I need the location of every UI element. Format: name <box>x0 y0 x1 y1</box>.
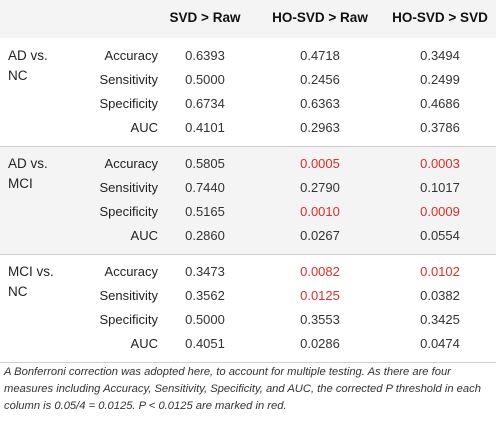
measure-label: AUC <box>130 228 158 243</box>
measure-label: Sensitivity <box>99 72 158 87</box>
p-value: 0.0382 <box>420 288 460 303</box>
table-row: Sensitivity 0.3562 0.0125 0.0382 <box>0 284 496 308</box>
header-hosvd-vs-raw: HO-SVD > Raw <box>272 10 368 25</box>
group-label: AD vs. MCI <box>8 156 48 191</box>
p-value: 0.7440 <box>185 180 225 195</box>
measure-label: Specificity <box>99 204 158 219</box>
table-row: Accuracy 0.5805 0.0005 0.0003 <box>0 152 496 176</box>
table-row: AUC 0.4051 0.0286 0.0474 <box>0 332 496 356</box>
table-row: Accuracy 0.3473 0.0082 0.0102 <box>0 260 496 284</box>
p-value: 0.0267 <box>300 228 340 243</box>
measure-label: AUC <box>130 336 158 351</box>
p-value: 0.6734 <box>185 96 225 111</box>
significant-p-value: 0.0003 <box>420 156 460 171</box>
measure-label: AUC <box>130 120 158 135</box>
significant-p-value: 0.0009 <box>420 204 460 219</box>
p-value: 0.3494 <box>420 48 460 63</box>
group-label: MCI vs. NC <box>8 264 54 299</box>
p-value: 0.5805 <box>185 156 225 171</box>
p-value: 0.6393 <box>185 48 225 63</box>
measure-label: Sensitivity <box>99 180 158 195</box>
p-value: 0.3473 <box>185 264 225 279</box>
p-value: 0.5000 <box>185 72 225 87</box>
group-divider <box>0 146 496 147</box>
table-footnote: A Bonferroni correction was adopted here… <box>4 366 481 412</box>
p-value: 0.3553 <box>300 312 340 327</box>
header-svd-vs-raw: SVD > Raw <box>169 10 241 25</box>
measure-label: Sensitivity <box>99 288 158 303</box>
comparison-group: MCI vs. NC Accuracy 0.3473 0.0082 0.0102 Sens… <box>0 254 496 362</box>
p-value: 0.4686 <box>420 96 460 111</box>
table-row: Specificity 0.6734 0.6363 0.4686 <box>0 92 496 116</box>
p-value: 0.3562 <box>185 288 225 303</box>
table-row: AUC 0.4101 0.2963 0.3786 <box>0 116 496 140</box>
p-value: 0.0474 <box>420 336 460 351</box>
significant-p-value: 0.0102 <box>420 264 460 279</box>
table-row: AUC 0.2860 0.0267 0.0554 <box>0 224 496 248</box>
p-value: 0.2499 <box>420 72 460 87</box>
p-value: 0.2963 <box>300 120 340 135</box>
p-value: 0.2860 <box>185 228 225 243</box>
measure-label: Specificity <box>99 312 158 327</box>
p-value: 0.5165 <box>185 204 225 219</box>
measure-label: Accuracy <box>104 156 158 171</box>
group-divider <box>0 254 496 255</box>
p-value: 0.4718 <box>300 48 340 63</box>
p-value: 0.6363 <box>300 96 340 111</box>
table-row: Specificity 0.5000 0.3553 0.3425 <box>0 308 496 332</box>
significant-p-value: 0.0125 <box>300 288 340 303</box>
p-value: 0.3425 <box>420 312 460 327</box>
group-label: AD vs. NC <box>8 48 48 83</box>
comparison-group: AD vs. MCI Accuracy 0.5805 0.0005 0.0003 Sens… <box>0 146 496 254</box>
p-value: 0.5000 <box>185 312 225 327</box>
significant-p-value: 0.0005 <box>300 156 340 171</box>
header-hosvd-vs-svd: HO-SVD > SVD <box>392 10 488 25</box>
measure-label: Accuracy <box>104 48 158 63</box>
comparison-group: AD vs. NC Accuracy 0.6393 0.4718 0.3494 Sensi… <box>0 38 496 146</box>
significant-p-value: 0.0082 <box>300 264 340 279</box>
p-value: 0.1017 <box>420 180 460 195</box>
table-bottom-rule <box>0 362 496 363</box>
p-value: 0.2456 <box>300 72 340 87</box>
table-header: SVD > Raw HO-SVD > Raw HO-SVD > SVD <box>0 0 496 38</box>
p-value: 0.3786 <box>420 120 460 135</box>
p-value: 0.4051 <box>185 336 225 351</box>
p-value: 0.0286 <box>300 336 340 351</box>
measure-label: Specificity <box>99 96 158 111</box>
table-row: Sensitivity 0.7440 0.2790 0.1017 <box>0 176 496 200</box>
table-row: Accuracy 0.6393 0.4718 0.3494 <box>0 44 496 68</box>
p-value: 0.0554 <box>420 228 460 243</box>
p-value: 0.2790 <box>300 180 340 195</box>
significant-p-value: 0.0010 <box>300 204 340 219</box>
p-value: 0.4101 <box>185 120 225 135</box>
measure-label: Accuracy <box>104 264 158 279</box>
table-row: Sensitivity 0.5000 0.2456 0.2499 <box>0 68 496 92</box>
table-row: Specificity 0.5165 0.0010 0.0009 <box>0 200 496 224</box>
